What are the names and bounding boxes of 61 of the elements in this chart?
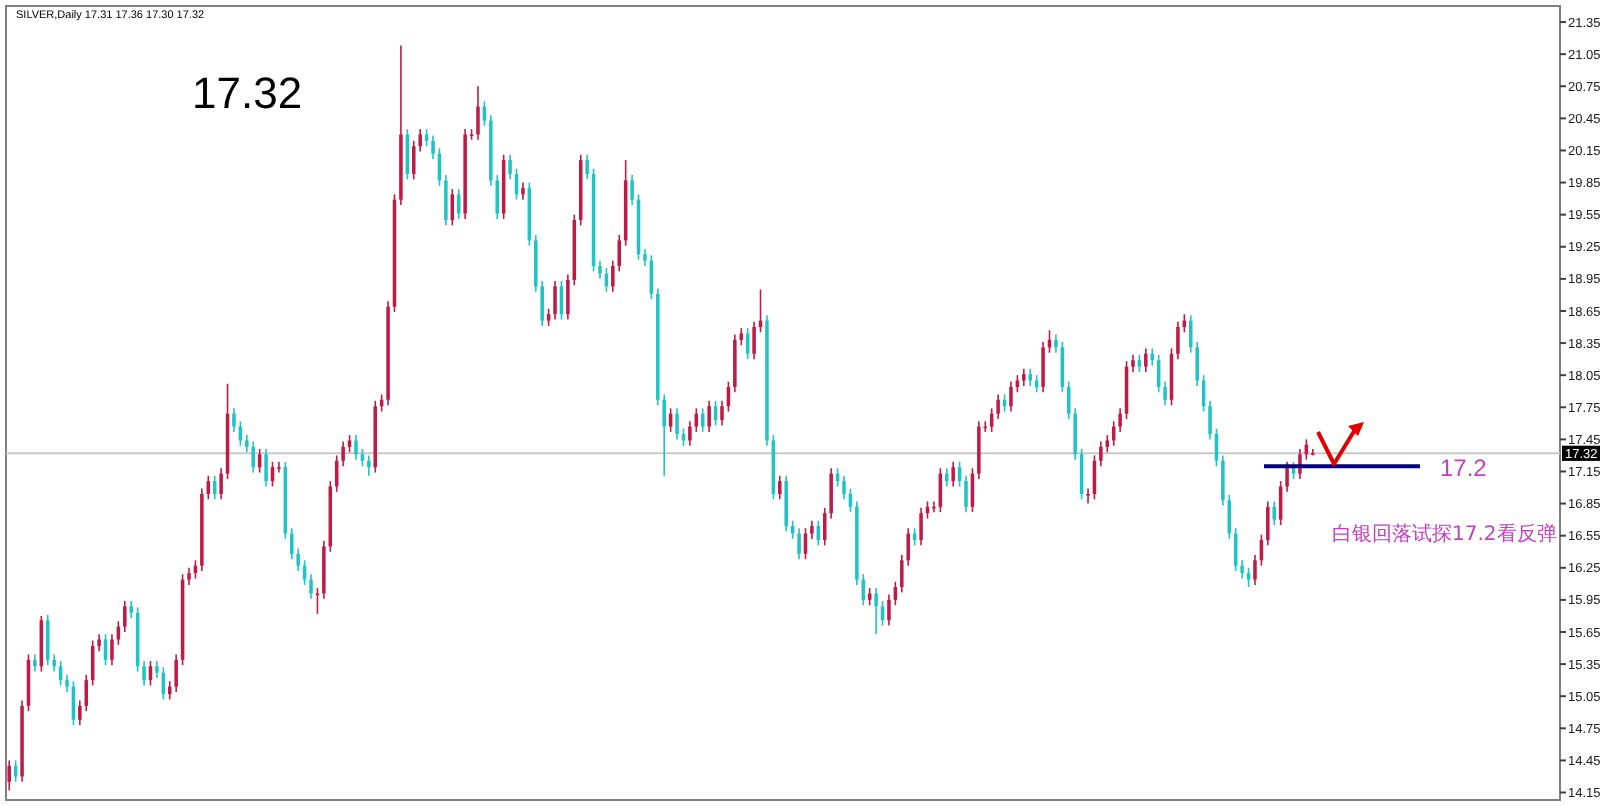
candlestick: [778, 474, 782, 501]
candlestick: [110, 633, 114, 666]
candlestick: [45, 614, 50, 666]
candlestick: [123, 600, 127, 633]
candlestick: [1176, 320, 1180, 360]
candlestick: [1099, 440, 1103, 467]
candlestick: [944, 467, 949, 488]
candlestick: [142, 660, 146, 687]
candlestick: [951, 461, 955, 488]
candlestick: [219, 467, 223, 501]
candlestick: [919, 507, 923, 547]
candlestick: [1041, 341, 1045, 394]
candlestick: [585, 153, 589, 181]
candlestick: [598, 259, 602, 280]
candlestick: [790, 519, 795, 540]
candlestick: [874, 587, 878, 635]
text: 17.32: [192, 68, 303, 118]
candlestick: [1054, 333, 1058, 354]
candlestick: [367, 454, 371, 477]
candlestick: [508, 153, 512, 181]
candlestick: [232, 407, 236, 433]
candlestick: [251, 440, 255, 474]
candlestick: [431, 134, 435, 160]
candlestick: [675, 407, 679, 441]
candlestick: [964, 474, 968, 513]
candlestick: [630, 174, 634, 206]
candlestick: [264, 448, 268, 488]
candlestick: [354, 434, 358, 461]
candlestick: [996, 393, 1000, 420]
candlestick: [566, 273, 570, 321]
candlestick: [752, 320, 756, 360]
candlestick: [1163, 380, 1167, 406]
candlestick: [1272, 500, 1277, 526]
candlestick: [7, 759, 11, 792]
candlestick: [315, 587, 320, 615]
candlestick: [1266, 500, 1270, 547]
candlestick: [1009, 380, 1013, 413]
candlestick: [1144, 347, 1148, 373]
candlestick: [1208, 400, 1212, 441]
candlestick: [977, 420, 981, 480]
annotation: 白银回落试探17.2看反弹: [1332, 522, 1557, 546]
candlestick: [733, 333, 737, 394]
candlestick: [174, 653, 178, 693]
candlestick: [476, 85, 480, 141]
ref-line-label: 17.2: [1440, 454, 1488, 483]
candlestick: [842, 474, 846, 501]
candlestick: [309, 573, 313, 600]
candlestick: [887, 593, 891, 627]
candlestick: [720, 400, 724, 427]
candlestick: [797, 527, 801, 561]
candlestick: [688, 420, 692, 447]
candlestick: [553, 280, 557, 321]
candlestick: [1253, 554, 1257, 586]
candlestick: [784, 474, 788, 533]
candlestick: [1086, 487, 1090, 505]
candlestick: [277, 461, 281, 474]
candlestick: [707, 400, 711, 433]
candlestick: [810, 519, 814, 540]
candlestick: [1246, 566, 1251, 588]
candlestick: [444, 174, 448, 227]
candlestick: [1285, 461, 1289, 493]
